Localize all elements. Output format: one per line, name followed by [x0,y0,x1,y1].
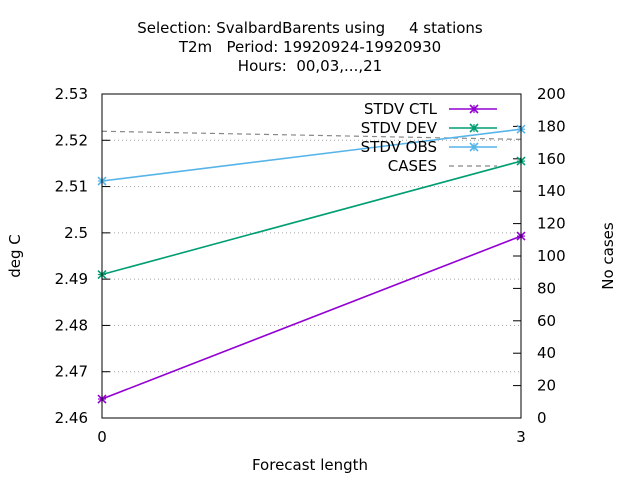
x-tick-label: 3 [516,428,526,446]
legend-marker [469,104,479,114]
legend-item-stdv-obs: STDV OBS [361,138,497,156]
chart-title: Selection: SvalbardBarents using 4 stati… [137,19,483,75]
y-axis-label: deg C [6,234,24,278]
y2-tick-label: 140 [537,182,566,200]
y-tick-label: 2.49 [55,270,88,288]
grid-lines [102,139,521,373]
y-tick-label: 2.53 [55,85,88,103]
y-tick-label: 2.46 [55,409,88,427]
y2-tick-label: 40 [537,344,556,362]
series-line-cases [101,130,522,140]
y2-tick-labels: 0 20 40 60 80 100 120 140 160 180 200 [537,85,566,427]
y2-tick-label: 120 [537,215,566,233]
y-tick-label: 2.5 [64,224,88,242]
series-line-stdv-dev [101,160,522,276]
legend-item-cases: CASES [388,157,497,175]
axis-ticks [101,93,522,419]
y2-tick-label: 160 [537,150,566,168]
legend-marker [469,123,479,133]
y2-tick-label: 200 [537,85,566,103]
y2-tick-label: 180 [537,117,566,135]
series-line-stdv-ctl [101,235,522,400]
y-tick-label: 2.48 [55,316,88,334]
y-tick-label: 2.47 [55,363,88,381]
plot-frame [101,93,522,419]
legend-label: STDV CTL [364,100,438,118]
legend-marker [469,142,479,152]
y2-tick-label: 80 [537,279,556,297]
series-line-stdv-obs [101,128,522,182]
legend-item-stdv-ctl: STDV CTL [364,100,497,118]
y2-tick-label: 20 [537,377,556,395]
title-line-2: T2m Period: 19920924-19920930 [178,38,441,56]
title-line-1: Selection: SvalbardBarents using 4 stati… [137,19,483,37]
y2-tick-label: 60 [537,312,556,330]
y2-tick-label: 100 [537,247,566,265]
series-layer [97,124,526,404]
x-tick-label: 0 [97,428,107,446]
y-tick-label: 2.51 [55,178,88,196]
y2-axis-label: No cases [599,222,617,290]
x-axis-label: Forecast length [252,456,368,474]
y-tick-labels: 2.46 2.47 2.48 2.49 2.5 2.51 2.52 2.53 [55,85,88,427]
series-cases [101,130,522,140]
legend-label: STDV DEV [361,119,438,137]
series-stdv-obs [97,124,526,186]
y2-tick-label: 0 [537,409,547,427]
legend-item-stdv-dev: STDV DEV [361,119,497,137]
title-line-3: Hours: 00,03,...,21 [238,57,382,75]
legend-label: STDV OBS [361,138,437,156]
y-tick-label: 2.52 [55,131,88,149]
legend-label: CASES [388,157,437,175]
